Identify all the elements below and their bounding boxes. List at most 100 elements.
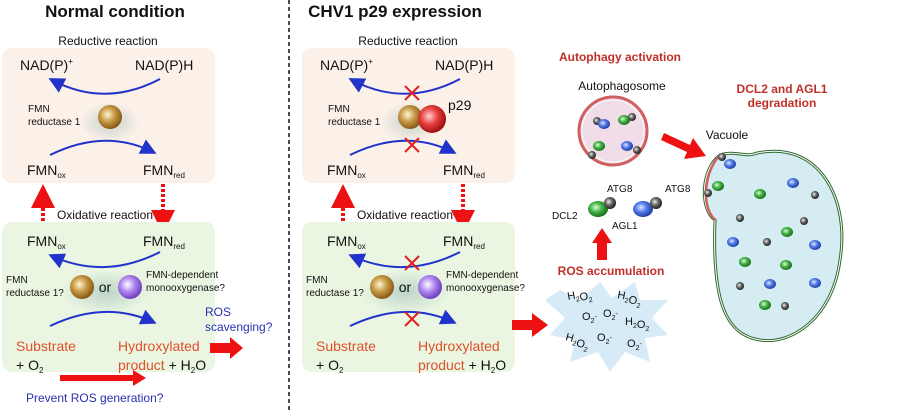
agl1-protein [809,240,821,250]
atg8-protein [628,113,636,121]
atg8-protein [650,197,662,209]
atg8-protein [736,214,744,222]
atg8-label: ATG8 [607,184,633,195]
to-vacuole-arrow [661,133,706,159]
fmn-ox-label: FMNox [327,162,366,180]
fmn-reductase-q-label-2: reductase 1? [306,288,364,299]
atg8-protein [736,282,744,290]
fmn-reductase-ball [98,105,122,129]
ros-to-autophagy-arrow [592,228,612,260]
oxidative-reaction-label: Oxidative reaction [357,208,453,222]
agl1-protein [724,159,736,169]
atg8-protein [633,146,641,154]
fmn-oxidation-arrow [348,251,461,269]
fmn-reductase-ball-2 [370,275,394,299]
dcl2-protein [618,115,630,125]
dcl2-protein [781,227,793,237]
ros-cloud [545,282,668,372]
hydroxylated-label: Hydroxylated [418,338,500,354]
dcl2-protein [593,141,605,151]
fmn-red-label-2: FMNred [443,233,485,251]
fmn-reductase-label-2: reductase 1 [328,117,381,128]
atg8-protein [763,238,771,246]
monooxygenase-ball [118,275,142,299]
hydroxylated-label: Hydroxylated [118,338,200,354]
ros-scavenging-arrow [210,337,243,359]
nadp-plus-label: NAD(P)+ [20,57,73,73]
p29-ball [418,105,446,133]
agl1-protein [727,237,739,247]
fmn-reduction-arrow [49,139,157,156]
fmn-ox-label-2: FMNox [327,233,366,251]
fmn-ox-label-2: FMNox [27,233,66,251]
agl1-protein [598,119,610,129]
substrate-label: Substrate [16,338,76,354]
hydrogen-peroxide-label: H2O2 [625,316,649,333]
fmn-reductase-q-label-1: FMN [306,275,328,286]
superoxide-label: O2- [582,311,597,325]
reductive-reaction-label: Reductive reaction [358,34,457,48]
atg8-protein [588,151,596,159]
reductive-reaction-label: Reductive reaction [58,34,157,48]
monooxygenase-label-2: monooxygenase? [146,283,225,294]
fmn-reductase-label-1: FMN [28,104,50,115]
fmn-red-label-2: FMNred [143,233,185,251]
p29-label: p29 [448,97,472,113]
agl1-protein [621,141,633,151]
product-h2o-label: product + H2O [418,357,506,375]
dcl2-protein [754,189,766,199]
prevent-ros-label: Prevent ROS generation? [26,391,164,405]
nadph-oxidation-arrow [48,78,161,95]
fmn-reduction-arrow [349,139,457,156]
normal-condition-panel: Normal condition Reductive reaction NAD(… [2,2,225,375]
dcl2-protein [759,300,771,310]
dcl2-protein [739,257,751,267]
agl1-protein [787,178,799,188]
fmn-red-label: FMNred [143,162,185,180]
superoxide-label: O2- [603,308,618,322]
hydroxylation-arrow [49,309,157,327]
inhibit-x-icon [404,137,420,153]
nadp-plus-label: NAD(P)+ [320,57,373,73]
atg8-protein [781,302,789,310]
fmn-reductase-ball [398,105,422,129]
inhibit-x-icon [404,255,420,271]
hydrogen-peroxide-label: H2O2 [616,289,643,310]
autophagy-activation-label: Autophagy activation [559,50,681,64]
monooxygenase-label-1: FMN-dependent [146,270,218,281]
fmn-reductase-q-label-1: FMN [6,275,28,286]
fmn-reductase-label-1: FMN [328,104,350,115]
fmn-reductase-q-label-2: reductase 1? [6,288,64,299]
inhibit-x-icon [404,311,420,327]
fmn-oxidation-arrow [48,251,161,269]
atg8-protein [704,189,712,197]
nadph-label: NAD(P)H [435,57,493,73]
atg8-protein [811,191,819,199]
inhibit-x-icon [404,85,420,101]
autophagosome-label: Autophagosome [578,79,666,93]
fmn-reductase-ball-2 [70,275,94,299]
dcl2-protein [780,260,792,270]
oxidative-reaction-label: Oxidative reaction [57,208,153,222]
atg8-protein [718,153,726,161]
degradation-label-2: degradation [748,96,817,110]
or-label: or [399,279,412,295]
atg8-protein [800,217,808,225]
atg8-label: ATG8 [665,184,691,195]
fmn-reductase-label-2: reductase 1 [28,117,81,128]
agl1-protein [633,201,653,217]
ros-accumulation-label: ROS accumulation [558,264,665,278]
autophagosome-cargo [588,113,641,159]
monooxygenase-label-2: monooxygenase? [446,283,525,294]
hydroxylation-arrow [349,309,457,327]
product-h2o-label: product + H2O [118,357,206,375]
or-label: or [99,279,112,295]
panel-title: CHV1 p29 expression [308,2,482,21]
o2-label: + O2 [316,357,344,375]
degradation-label-1: DCL2 and AGL1 [737,82,828,96]
atg8-protein [604,197,616,209]
fusing-autophagosome-membrane [704,154,721,221]
panel-title: Normal condition [45,2,185,21]
